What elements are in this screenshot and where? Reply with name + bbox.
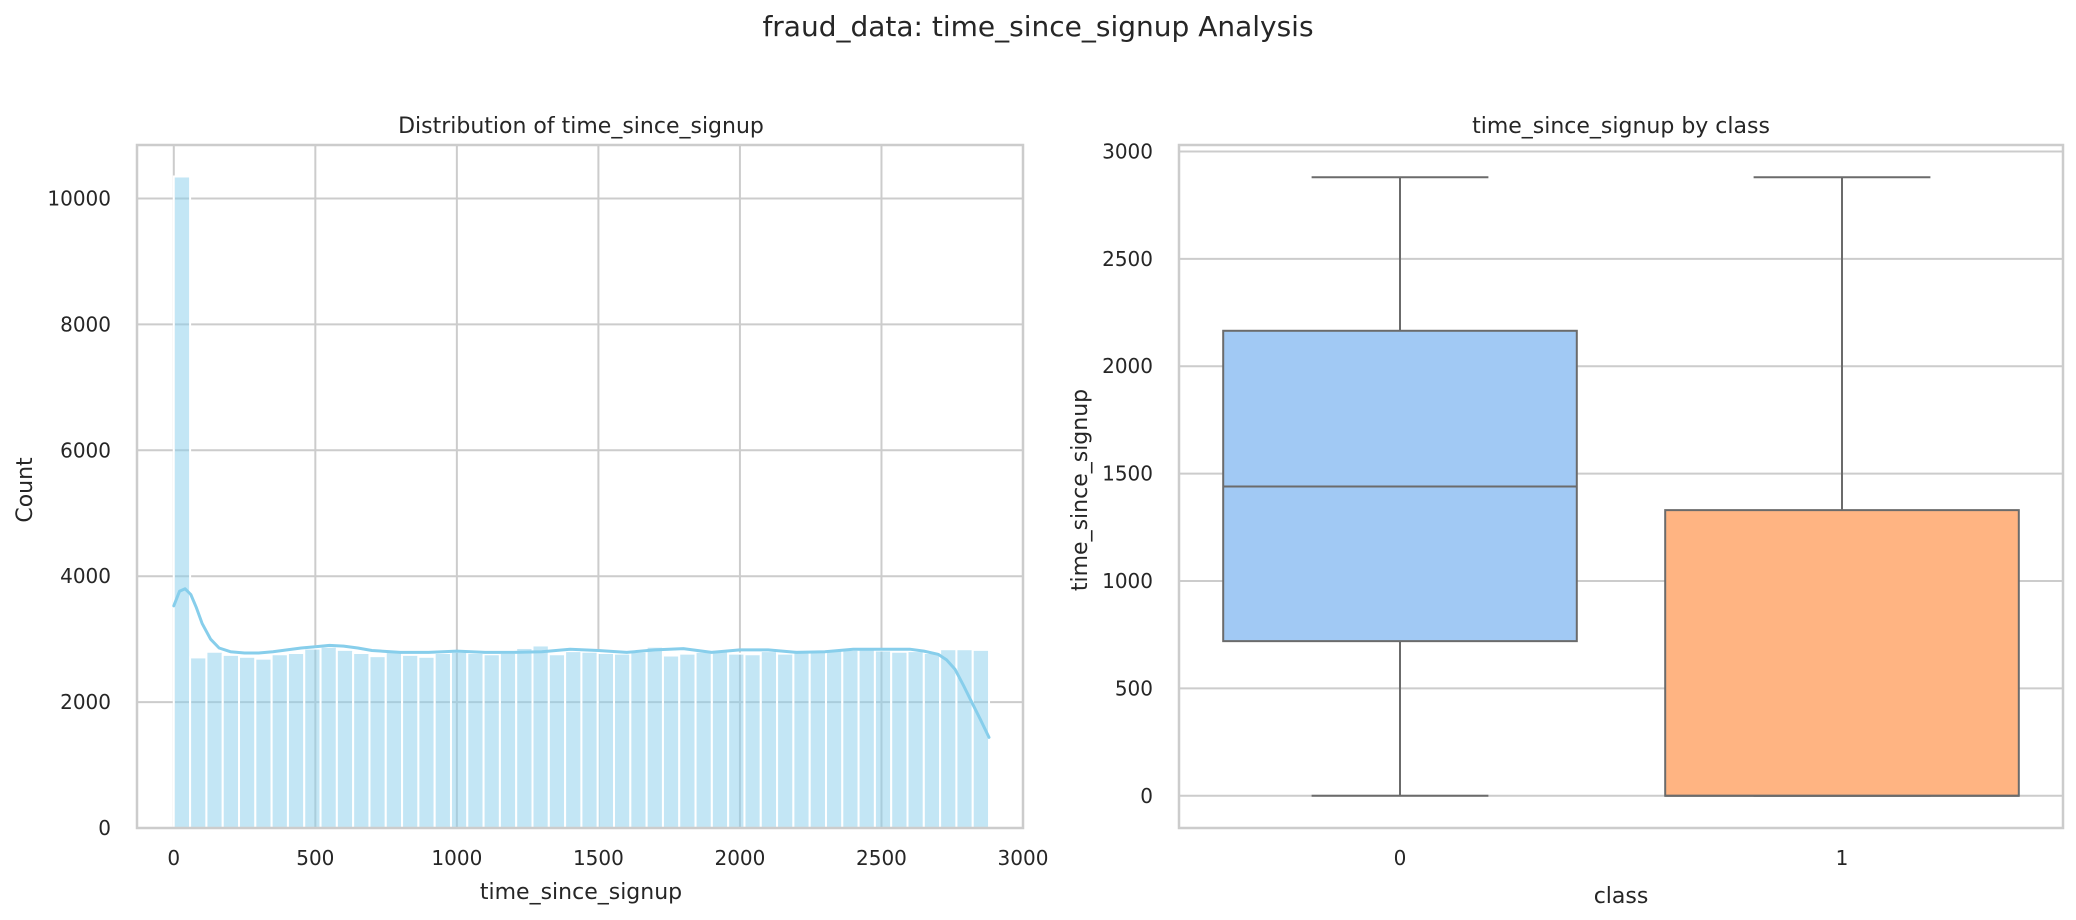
histogram-bar xyxy=(270,653,289,829)
boxplot-title: time_since_signup by class xyxy=(1472,114,1770,139)
figure-suptitle: fraud_data: time_since_signup Analysis xyxy=(762,10,1313,43)
kde-curve xyxy=(172,587,991,739)
histogram-bar xyxy=(710,648,730,829)
histogram-bar xyxy=(498,652,518,829)
boxplot-panel: time_since_signup by class class time_si… xyxy=(1068,114,2065,909)
histogram-y-tick-label: 10000 xyxy=(47,187,111,211)
histogram-bar xyxy=(303,647,322,830)
boxplot-y-tick-label: 0 xyxy=(1140,784,1153,808)
histogram-y-tick-label: 0 xyxy=(98,816,111,840)
boxplot-x-tick-label: 1 xyxy=(1836,846,1849,870)
histogram-y-tick-label: 8000 xyxy=(60,312,111,336)
histogram-grid xyxy=(137,145,1024,829)
histogram-x-tick-label: 3000 xyxy=(998,846,1049,870)
histogram-y-tick-label: 4000 xyxy=(60,564,111,588)
histogram-bar xyxy=(401,653,420,829)
boxplot-x-axis-label: class xyxy=(1594,884,1649,909)
histogram-bar xyxy=(417,655,436,830)
histogram-bar xyxy=(613,652,632,830)
histogram-x-ticks: 0 500 1000 1500 2000 2500 3000 xyxy=(167,846,1048,870)
histogram-bar xyxy=(286,652,306,829)
histogram-bar xyxy=(808,648,827,829)
histogram-bar xyxy=(727,652,746,830)
histogram-bar xyxy=(319,645,338,829)
box-class-0 xyxy=(1222,176,1578,797)
histogram-bar xyxy=(384,649,404,830)
histogram-y-axis-label: Count xyxy=(13,457,38,523)
histogram-bar xyxy=(661,654,681,830)
boxplot-y-tick-label: 500 xyxy=(1115,676,1153,700)
histogram-bar xyxy=(824,648,844,829)
histogram-bar xyxy=(906,650,925,829)
histogram-bar xyxy=(743,653,762,829)
histogram-bar xyxy=(254,657,273,830)
histogram-bar xyxy=(629,650,648,830)
boxplot-y-tick-label: 2000 xyxy=(1102,354,1153,378)
boxplot-y-tick-label: 2500 xyxy=(1102,247,1153,271)
histogram-bar xyxy=(335,648,355,829)
boxplot-x-tick-label: 0 xyxy=(1394,846,1407,870)
histogram-x-tick-label: 1000 xyxy=(431,846,482,870)
histogram-bar xyxy=(564,650,583,829)
histogram-bar xyxy=(678,652,697,830)
histogram-bar xyxy=(580,650,599,830)
histogram-bar xyxy=(841,648,860,829)
histogram-bar xyxy=(449,650,469,830)
box-iqr xyxy=(1664,509,2020,797)
histogram-bar xyxy=(971,648,991,829)
histogram-bar xyxy=(466,652,485,829)
boxplot-y-tick-label: 1500 xyxy=(1102,462,1153,486)
boxplot-axes-frame xyxy=(1177,143,2065,830)
histogram-bar xyxy=(482,653,501,829)
boxplot-y-tick-label: 1000 xyxy=(1102,569,1153,593)
histogram-bar xyxy=(433,652,452,829)
histogram-bar xyxy=(759,650,779,829)
histogram-bar xyxy=(172,175,192,829)
histogram-x-tick-label: 0 xyxy=(167,846,180,870)
histogram-bar xyxy=(792,648,811,829)
histogram-bars xyxy=(172,175,991,830)
histogram-axes-frame xyxy=(135,143,1025,830)
boxplot-y-ticks: 0 500 1000 1500 2000 2500 3000 xyxy=(1102,139,1153,807)
boxplot-y-axis-label: time_since_signup xyxy=(1068,389,1093,591)
histogram-bar xyxy=(238,655,257,830)
histogram-x-tick-label: 1500 xyxy=(573,846,624,870)
histogram-bar xyxy=(596,652,616,829)
histogram-y-tick-label: 6000 xyxy=(60,438,111,462)
histogram-title: Distribution of time_since_signup xyxy=(398,114,764,139)
histogram-bar xyxy=(368,655,387,829)
histogram-y-tick-label: 2000 xyxy=(60,690,111,714)
histogram-bar xyxy=(645,645,664,829)
histogram-bar xyxy=(922,652,942,829)
histogram-bar xyxy=(694,650,713,830)
histogram-x-tick-label: 2500 xyxy=(856,846,907,870)
histogram-x-axis-label: time_since_signup xyxy=(480,880,682,905)
box-class-1 xyxy=(1664,176,2020,797)
histogram-bar xyxy=(205,650,224,830)
histogram-x-tick-label: 2000 xyxy=(714,846,765,870)
histogram-bar xyxy=(189,656,208,829)
histogram-panel: Distribution of time_since_signup time_s… xyxy=(13,114,1048,905)
histogram-x-tick-label: 500 xyxy=(296,846,334,870)
histogram-bar xyxy=(873,649,893,830)
histogram-bar xyxy=(221,653,241,829)
histogram-y-ticks: 0 2000 4000 6000 8000 10000 xyxy=(47,187,111,840)
histogram-bar xyxy=(547,653,567,829)
histogram-bar xyxy=(776,652,795,830)
histogram-bar xyxy=(890,650,909,830)
histogram-bar xyxy=(939,648,958,829)
histogram-bar xyxy=(531,644,550,830)
boxplot-y-tick-label: 3000 xyxy=(1102,139,1153,163)
histogram-bar xyxy=(857,647,876,830)
histogram-bar xyxy=(515,646,534,829)
histogram-bar xyxy=(352,652,371,829)
